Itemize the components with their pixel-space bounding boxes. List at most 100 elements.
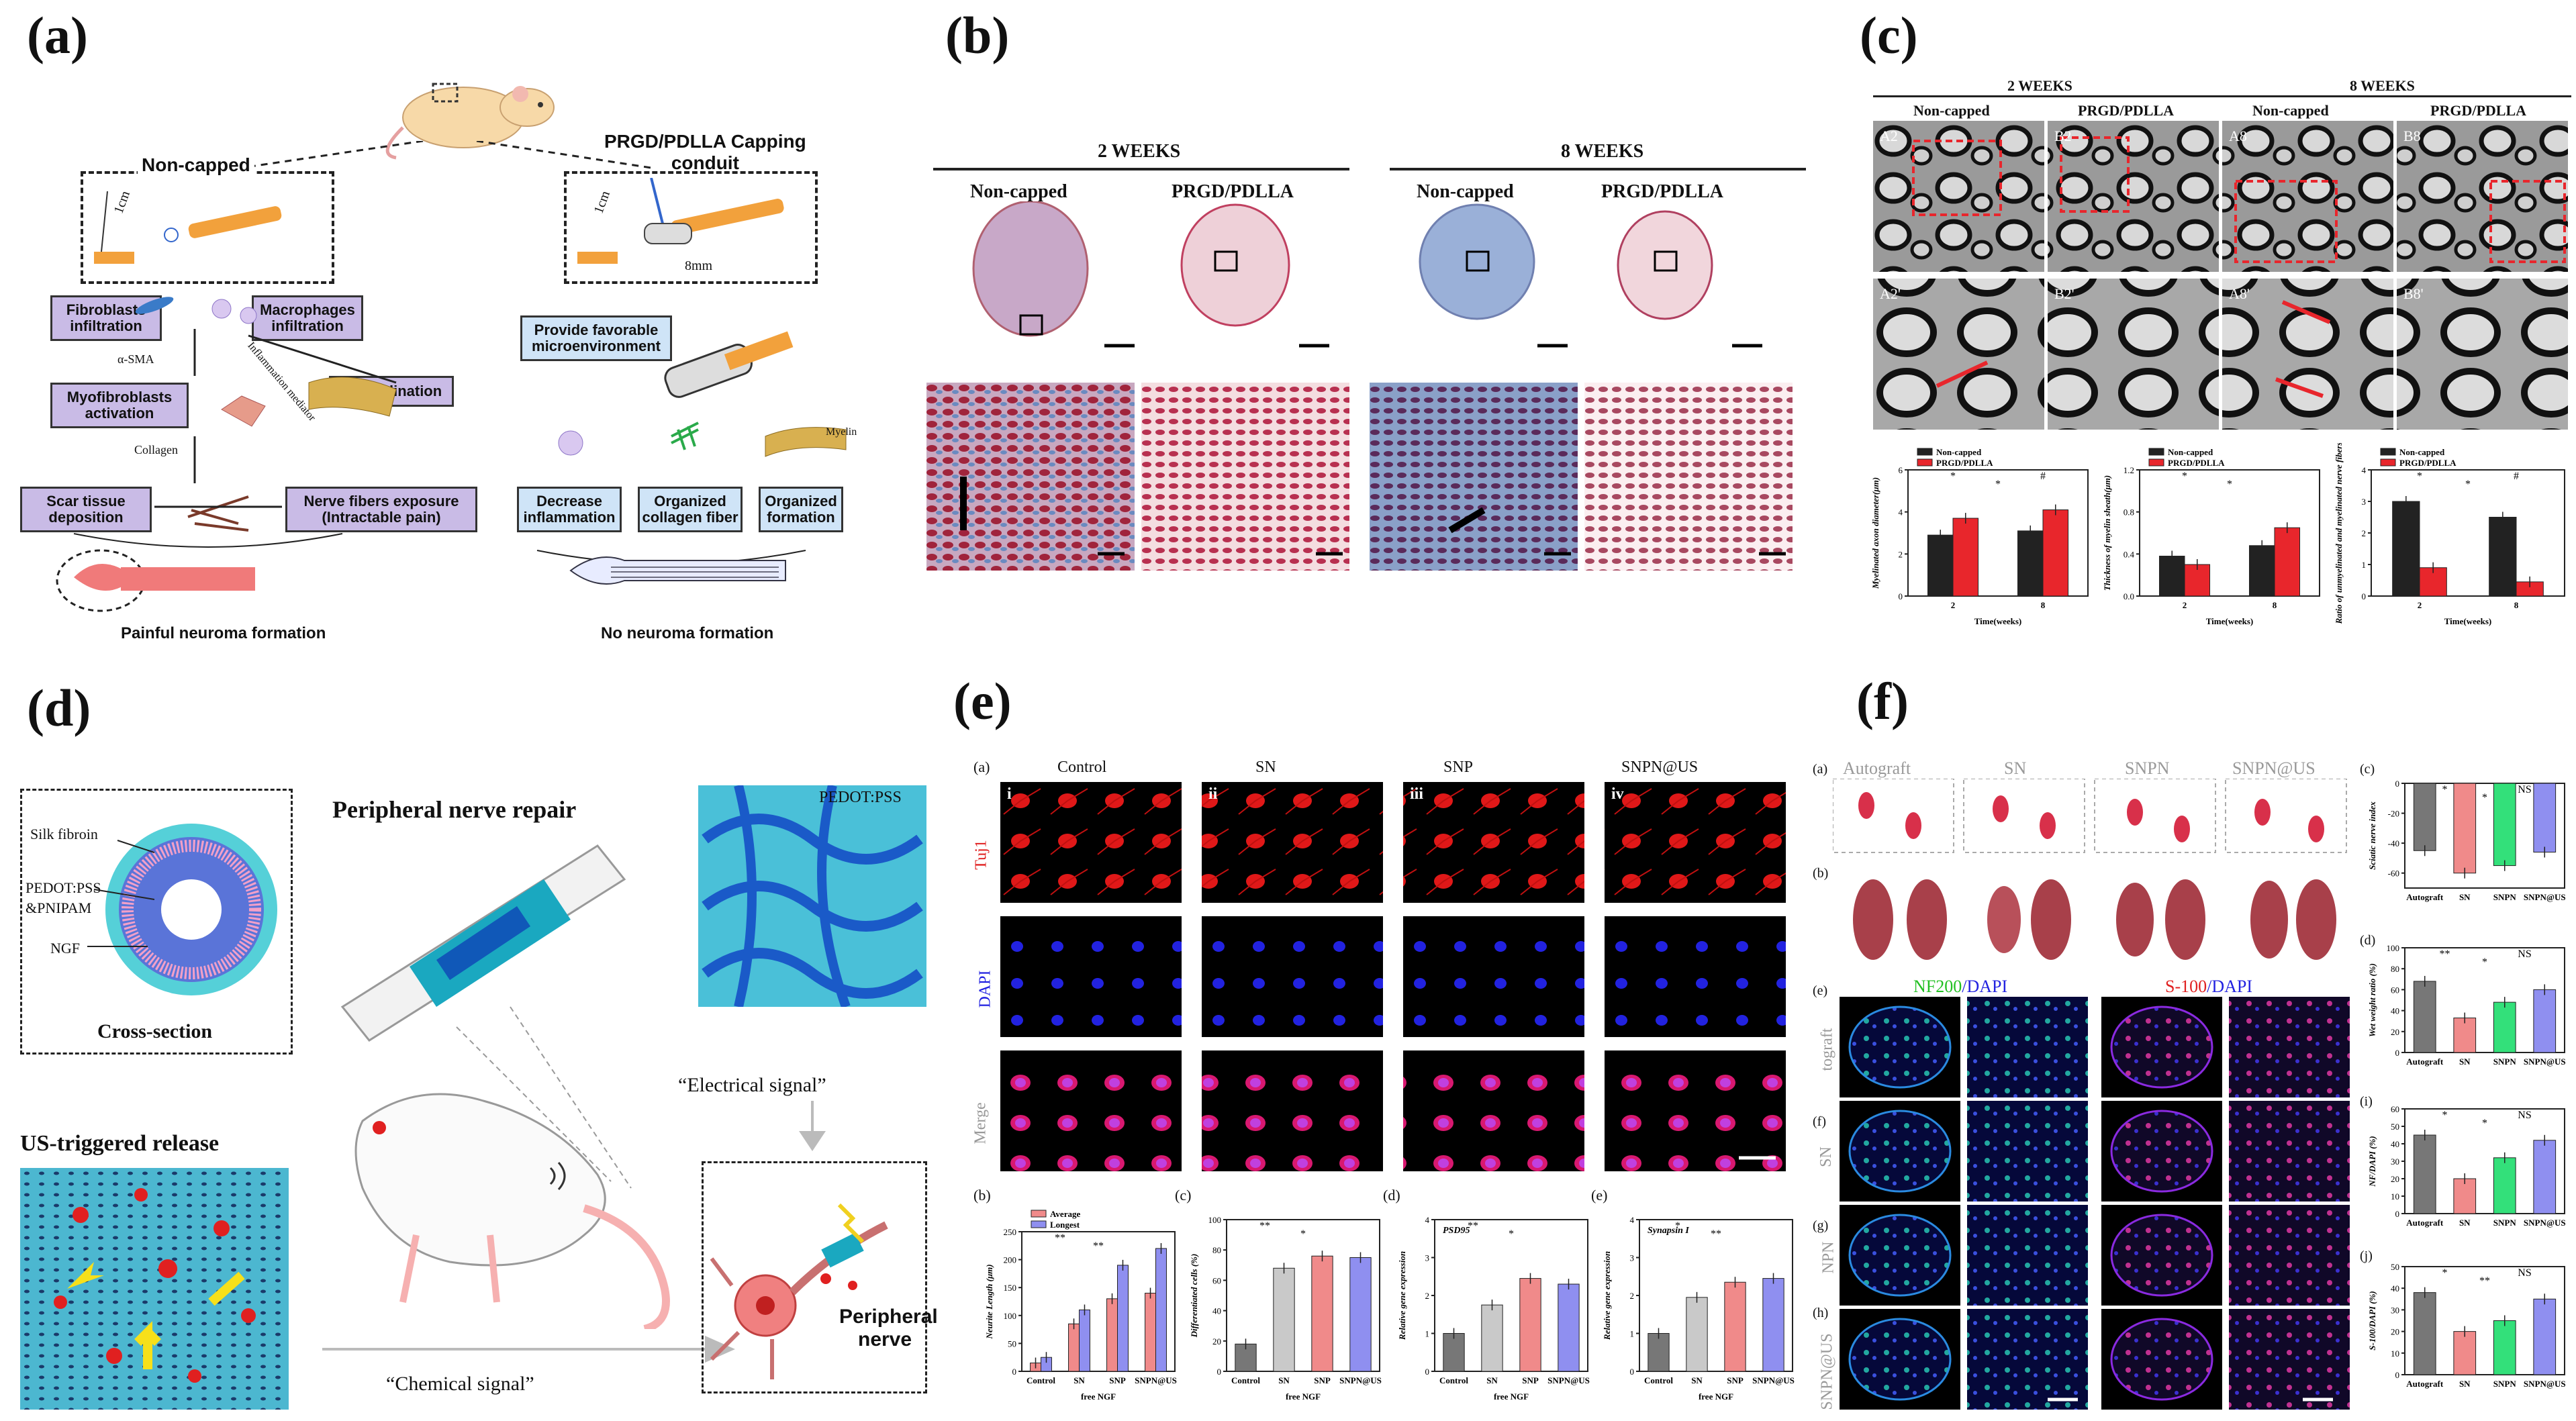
x-tick-label: Control [1439, 1375, 1468, 1385]
significance-mark: # [2514, 471, 2519, 482]
x-tick-label: SNPN@US [1135, 1375, 1177, 1385]
org-collagen-box: Organized collagen fiber [638, 487, 743, 532]
neuron-illustration [710, 1203, 888, 1379]
panel-label-c: (c) [1860, 6, 1918, 64]
chart-neurite-length: 0 50 100 150 200 250 Neurite Length (μm) Contro… [984, 1209, 1177, 1402]
y-tick-label: 2 [1425, 1291, 1430, 1301]
significance-mark: ** [1468, 1220, 1478, 1232]
nf200-text: NF200 [1913, 977, 1962, 996]
y-tick-label: 2 [1899, 549, 1903, 559]
x-tick-label: SN [2459, 1057, 2471, 1067]
chemical-signal-label: “Chemical signal” [386, 1373, 534, 1395]
y-axis-label: Sciatic nerve index [2367, 801, 2377, 870]
f-nf200-label: NF200/DAPI [1913, 977, 2007, 997]
y-tick-label: 0 [1217, 1367, 1222, 1377]
x-tick-label: SNP [1522, 1375, 1539, 1385]
x-tick-label: SNPN@US [1547, 1375, 1590, 1385]
legend-label: PRGD/PDLLA [2399, 458, 2456, 468]
f-footprints [1833, 779, 2347, 853]
y-tick-label: 20 [2391, 1027, 2399, 1037]
chart-axon-diameter: 0 2 4 6 Myelinated axon diameter(μm) 2 8 Time(w… [1870, 447, 2089, 626]
significance-mark: ** [1055, 1232, 1065, 1244]
legend-label: Non-capped [2399, 447, 2445, 457]
significance-mark: ** [1711, 1228, 1721, 1240]
y-tick-label: 4 [1630, 1215, 1635, 1225]
y-tick-label: 80 [2391, 964, 2399, 974]
y-tick-label: 0 [1012, 1367, 1017, 1377]
x-tick-label: SNP [1109, 1375, 1126, 1385]
x-tick-label: Control [1231, 1375, 1260, 1385]
e-sub-a: (a) [973, 758, 990, 775]
no-neuroma-label: No neuroma formation [601, 624, 774, 642]
significance-mark: * [2442, 1267, 2448, 1279]
em-label-a8p: A8' [2229, 285, 2250, 302]
c-8weeks: 8 WEEKS [2350, 77, 2415, 94]
y-tick-label: 1 [1425, 1329, 1430, 1339]
y-tick-label: 0 [1630, 1367, 1635, 1377]
peripheral-nerve-label: Peripheral nerve [839, 1306, 938, 1351]
e-roman-i: i [1007, 785, 1012, 803]
bar [2413, 783, 2436, 851]
f-sub-g: (g) [1813, 1218, 1829, 1233]
significance-mark: NS [2518, 1267, 2531, 1279]
pedot-network-image [698, 785, 926, 1007]
y-tick-label: 30 [2391, 1157, 2399, 1167]
legend-swatch [1031, 1220, 1047, 1228]
b-col-1: Non-capped [970, 181, 1067, 202]
significance-mark: NS [2518, 1110, 2531, 1121]
e-row-tuj1: Tuj1 [972, 840, 990, 870]
legend-label: Longest [1050, 1220, 1080, 1230]
bar [2274, 527, 2301, 597]
bar [1558, 1283, 1580, 1372]
f-sub-b: (b) [1813, 866, 1829, 881]
plot-frame [2404, 947, 2565, 1053]
y-tick-label: 0 [2395, 1370, 2400, 1380]
chart-fiber-ratio: 0 1 2 3 4 Ratio of unmyelinated and myelinate… [2334, 443, 2565, 626]
x-tick-label: 2 [2183, 600, 2187, 610]
legend-swatch [1917, 448, 1933, 456]
e-col-sn: SN [1255, 758, 1276, 776]
x-tick-label: SNPN@US [1339, 1375, 1382, 1385]
y-tick-label: 40 [2391, 1139, 2399, 1149]
bar [1724, 1281, 1746, 1372]
b-col-3: Non-capped [1417, 181, 1514, 202]
f-row-snpn: NPN [1819, 1241, 1838, 1274]
capped-nerve [577, 178, 784, 264]
y-tick-label: 80 [1212, 1245, 1221, 1255]
b-divider-1 [933, 168, 1349, 170]
significance-mark: ** [2440, 948, 2450, 960]
f-col-autograft: Autograft [1843, 758, 1911, 778]
y-tick-label: 30 [2391, 1305, 2399, 1315]
y-tick-label: 20 [1212, 1336, 1221, 1346]
x-tick-label: SN [1278, 1375, 1290, 1385]
y-tick-label: 0 [2395, 1209, 2400, 1219]
f-immunostain-grid [1840, 997, 2350, 1410]
bar [2042, 509, 2069, 597]
bar [2493, 1157, 2516, 1214]
y-tick-label: 1 [2362, 560, 2367, 570]
f-col-snpn: SNPN [2125, 758, 2170, 778]
x-tick-label: SNPN@US [2524, 1057, 2566, 1067]
legend-swatch [2380, 458, 2396, 467]
y-tick-label: 3 [1425, 1253, 1430, 1263]
b-histology [926, 201, 1793, 571]
f-sub-d: (d) [2360, 933, 2376, 948]
y-tick-label: 4 [2362, 465, 2367, 475]
significance-mark: NS [2518, 948, 2531, 960]
capped-label-line1: PRGD/PDLLA Capping [604, 131, 806, 152]
y-tick-label: 40 [2391, 1006, 2399, 1016]
x-axis-label: Time(weeks) [2444, 616, 2492, 626]
us-release-image [20, 1168, 289, 1410]
x-tick-label: SN [2459, 1218, 2471, 1228]
y-tick-label: 20 [2391, 1327, 2399, 1337]
y-tick-label: 0 [1425, 1367, 1430, 1377]
y-tick-label: 0 [2395, 779, 2400, 789]
f-sub-c: (c) [2360, 762, 2375, 777]
y-tick-label: 50 [2391, 1262, 2399, 1272]
bar [2453, 1018, 2477, 1053]
plot-frame [2404, 783, 2565, 889]
chart-nf-dapi: 0 10 20 30 40 50 60 NF/DAPI (%) Autograft SN SNPN S… [2367, 1104, 2566, 1228]
x-tick-label: Control [1027, 1375, 1055, 1385]
fibroblasts-box: Fibroblasts infiltration [50, 295, 162, 341]
dapi2-text: /DAPI [2207, 977, 2253, 996]
